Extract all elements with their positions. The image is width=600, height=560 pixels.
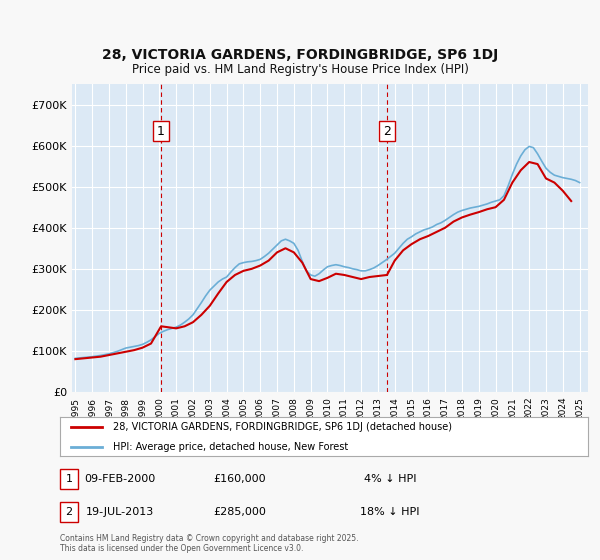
Text: £160,000: £160,000 — [214, 474, 266, 484]
Text: 19-JUL-2013: 19-JUL-2013 — [86, 507, 154, 517]
Text: 28, VICTORIA GARDENS, FORDINGBRIDGE, SP6 1DJ: 28, VICTORIA GARDENS, FORDINGBRIDGE, SP6… — [102, 48, 498, 62]
Text: £285,000: £285,000 — [214, 507, 266, 517]
Text: 2: 2 — [65, 507, 73, 517]
Text: 1: 1 — [157, 125, 165, 138]
Text: 28, VICTORIA GARDENS, FORDINGBRIDGE, SP6 1DJ (detached house): 28, VICTORIA GARDENS, FORDINGBRIDGE, SP6… — [113, 422, 452, 432]
Text: 1: 1 — [65, 474, 73, 484]
Text: 09-FEB-2000: 09-FEB-2000 — [85, 474, 155, 484]
Text: 2: 2 — [383, 125, 391, 138]
Text: Contains HM Land Registry data © Crown copyright and database right 2025.
This d: Contains HM Land Registry data © Crown c… — [60, 534, 359, 553]
Text: 18% ↓ HPI: 18% ↓ HPI — [360, 507, 420, 517]
Text: Price paid vs. HM Land Registry's House Price Index (HPI): Price paid vs. HM Land Registry's House … — [131, 63, 469, 76]
Text: 4% ↓ HPI: 4% ↓ HPI — [364, 474, 416, 484]
Text: HPI: Average price, detached house, New Forest: HPI: Average price, detached house, New … — [113, 442, 348, 451]
